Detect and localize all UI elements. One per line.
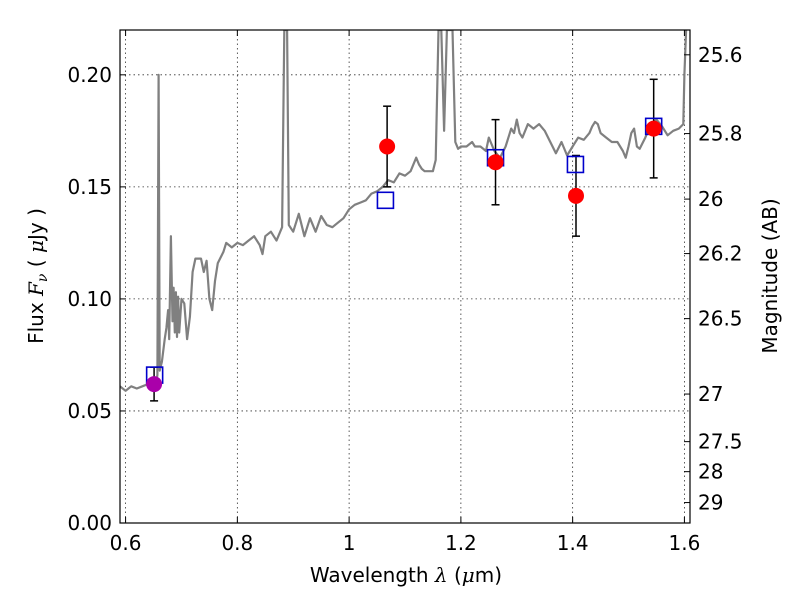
magnitude-tick-label: 27: [698, 382, 723, 406]
x-tick-label: 0.6: [110, 531, 142, 555]
magnitude-tick-label: 26.5: [698, 307, 743, 331]
y-tick-label: 0.15: [67, 175, 112, 199]
x-tick-label: 1.2: [445, 531, 477, 555]
y-tick-label: 0.20: [67, 63, 112, 87]
x-axis-title: Wavelength λ (μm): [310, 563, 502, 587]
model-square-marker: [376, 191, 395, 210]
magnitude-tick-label: 27.5: [698, 430, 743, 454]
grid-layer: [120, 30, 690, 524]
model-square-marker: [566, 155, 585, 174]
magnitude-tick-label: 26.2: [698, 242, 743, 266]
series-layer: [120, 30, 688, 402]
x-tick-label: 1.4: [557, 531, 589, 555]
y-tick-label: 0.10: [67, 287, 112, 311]
y2-axis-title: Magnitude (AB): [758, 198, 782, 353]
magnitude-tick-label: 25.6: [698, 43, 743, 67]
y-tick-label: 0.05: [67, 399, 112, 423]
x-tick-label: 1: [343, 531, 356, 555]
y-tick-label: 0.00: [67, 511, 112, 535]
data-point: [645, 120, 662, 137]
data-point: [379, 138, 396, 155]
x-tick-label: 0.8: [221, 531, 253, 555]
x-tick-label: 1.6: [669, 531, 701, 555]
data-point: [146, 376, 163, 393]
spectrum-line: [120, 30, 688, 392]
data-point: [487, 154, 504, 171]
axes-layer: 0.8 1 1.2 1.4 1.6 0.60.00 0.05 0.10 0.15 0.20 25.6…: [67, 29, 743, 555]
magnitude-tick-label: 26: [698, 187, 723, 211]
magnitude-tick-label: 25.8: [698, 122, 743, 146]
y-axis-title: Flux Fν ( μJy ): [24, 208, 51, 344]
plot-frame: [119, 29, 691, 524]
magnitude-tick-label: 28: [698, 460, 723, 484]
magnitude-tick-label: 29: [698, 491, 723, 515]
data-point: [568, 187, 584, 204]
